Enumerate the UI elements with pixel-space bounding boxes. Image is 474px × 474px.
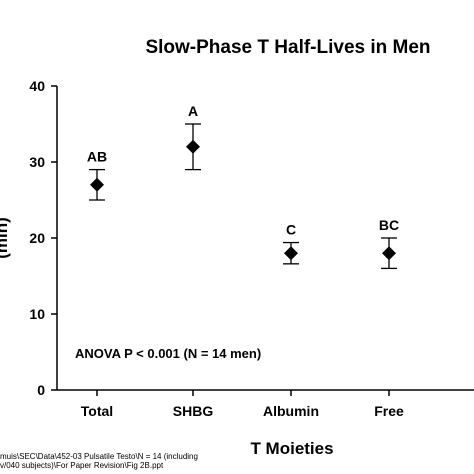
x-tick-label: SHBG <box>173 403 214 419</box>
y-ticks: 0 10 20 30 40 <box>29 78 57 398</box>
data-point-diamond <box>186 139 200 154</box>
x-ticks: Total SHBG Albumin Free <box>81 390 404 419</box>
footer-path-line-2: v/040 subjects)\For Paper Revision\Fig 2… <box>0 461 164 470</box>
y-axis-label: (min) <box>0 217 11 259</box>
x-axis-label: T Moieties <box>250 439 333 458</box>
x-tick-label: Free <box>374 403 404 419</box>
significance-label: BC <box>379 217 399 233</box>
y-tick-label: 10 <box>29 306 45 322</box>
anova-annotation: ANOVA P < 0.001 (N = 14 men) <box>75 346 261 361</box>
significance-label: A <box>188 103 198 119</box>
chart-title: Slow-Phase T Half-Lives in Men <box>145 37 430 58</box>
x-tick-label: Total <box>81 403 113 419</box>
significance-label: C <box>286 222 296 238</box>
y-tick-label: 0 <box>37 382 45 398</box>
data-points: AB A C BC <box>87 103 399 270</box>
data-point-diamond <box>284 246 298 261</box>
footer-path-line-1: muis\SEC\Data\452-03 Pulsatile Testo\N =… <box>0 452 198 461</box>
data-point-diamond <box>382 246 396 261</box>
x-tick-label: Albumin <box>263 403 319 419</box>
y-tick-label: 40 <box>29 78 45 94</box>
significance-label: AB <box>87 149 107 165</box>
data-point-diamond <box>90 177 104 192</box>
y-tick-label: 20 <box>29 230 45 246</box>
y-tick-label: 30 <box>29 154 45 170</box>
